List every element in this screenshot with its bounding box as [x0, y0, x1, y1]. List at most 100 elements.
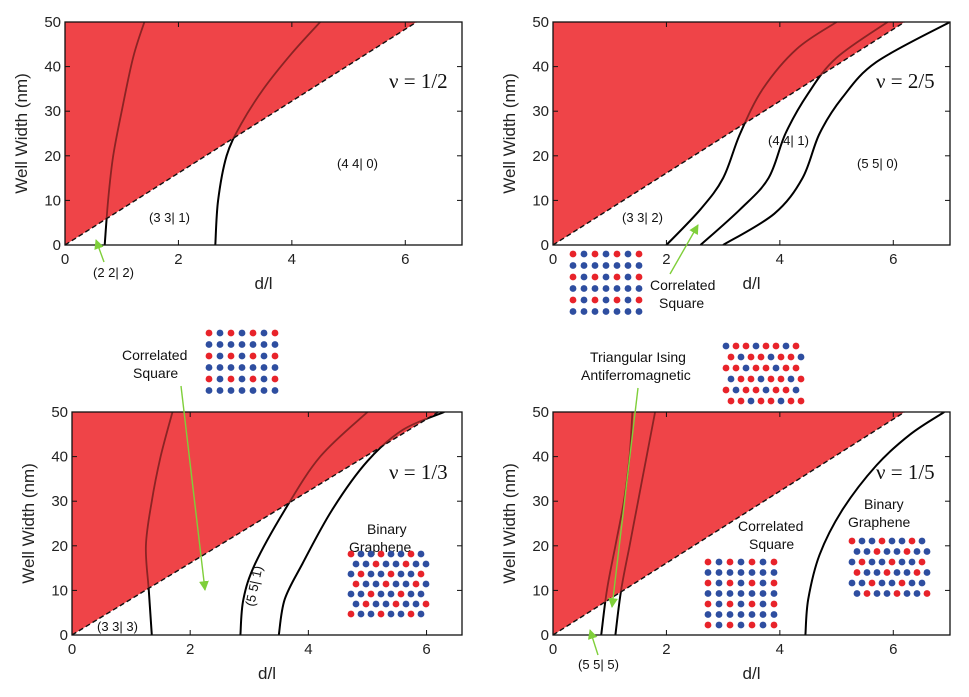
lattice-dot — [238, 364, 246, 371]
y-tick-label: 50 — [51, 404, 68, 421]
lattice-dot — [903, 569, 911, 576]
lattice-dot — [372, 600, 380, 608]
x-tick-label: 2 — [662, 641, 670, 658]
annotation-label: Correlated — [122, 347, 187, 363]
annotation-arrow — [608, 387, 639, 608]
lattice-dot — [412, 580, 420, 588]
lattice-dot — [715, 611, 723, 618]
lattice-dot — [878, 579, 886, 587]
lattice-dot — [752, 364, 760, 372]
y-tick-label: 50 — [532, 404, 549, 421]
lattice-dot — [726, 600, 734, 608]
lattice-dot — [923, 590, 931, 597]
lattice-dot — [271, 352, 279, 360]
lattice-dot — [422, 600, 430, 608]
lattice-dot — [271, 329, 279, 337]
y-axis-label: Well Width (nm) — [19, 463, 38, 584]
lattice-dot — [883, 590, 891, 597]
phase-diagram-nu-1-2: 0 2 4 6 0 10 20 30 40 50 d/l Well Width (nm) ν = 1/… — [12, 14, 463, 293]
phase-boundary-segment — [722, 22, 950, 245]
lattice-dot — [569, 250, 577, 258]
lattice-dot — [392, 560, 400, 568]
lattice-dot — [397, 550, 405, 558]
lattice-dot — [752, 386, 760, 394]
lattice-dot — [205, 375, 213, 383]
lattice-dot — [923, 569, 931, 576]
phase-diagram-nu-2-5: 0 2 4 6 0 10 20 30 40 50 d/l Well Width (nm) ν = 2/… — [500, 14, 951, 315]
lattice-dot — [737, 397, 745, 405]
lattice-dot — [362, 560, 370, 568]
lattice-dot — [742, 364, 750, 372]
lattice-dot — [591, 250, 599, 258]
lattice-dot — [759, 579, 767, 587]
lattice-dot — [227, 352, 235, 360]
lattice-dot — [782, 364, 790, 372]
lattice-dot — [422, 560, 430, 568]
lattice-dot — [635, 308, 643, 315]
lattice-dot — [759, 569, 767, 576]
lattice-dot — [216, 341, 224, 348]
lattice-dot — [853, 590, 861, 597]
lattice-dot — [367, 550, 375, 558]
panel-curves — [552, 411, 945, 636]
lattice-dot — [748, 590, 756, 597]
lattice-dot — [362, 600, 370, 608]
lattice-dot — [759, 600, 767, 608]
stability-boundary-line — [552, 21, 906, 246]
lattice-dot — [759, 558, 767, 566]
annotation-arrow — [180, 385, 209, 591]
lattice-dot — [777, 353, 785, 361]
lattice-dot — [770, 590, 778, 597]
lattice-dot — [863, 548, 871, 555]
lattice-dot — [357, 590, 365, 598]
y-tick-label: 10 — [532, 582, 549, 599]
nu-label: ν = 2/5 — [876, 69, 935, 93]
x-axis-label: d/l — [743, 274, 761, 293]
x-tick-label: 0 — [68, 641, 76, 658]
lattice-dot — [249, 387, 257, 394]
lattice-dot — [412, 600, 420, 608]
lattice-dot — [357, 570, 365, 578]
lattice-dot — [249, 364, 257, 371]
region-label: (4 4| 1) — [768, 133, 809, 148]
lattice-dot — [770, 621, 778, 629]
lattice-dot — [635, 285, 643, 292]
y-axis-label: Well Width (nm) — [500, 463, 519, 584]
lattice-dot — [397, 570, 405, 578]
region-pointer-arrow — [94, 239, 105, 263]
phase-diagram-nu-1-5: 0 2 4 6 0 10 20 30 40 50 d/l Well Width (nm) ν = 1/… — [500, 342, 951, 683]
lattice-dot — [858, 537, 866, 545]
panel-axes: 0 2 4 6 0 10 20 30 40 50 d/l Well Width (nm) — [19, 404, 463, 683]
lattice-dot — [613, 285, 621, 292]
x-tick-label: 0 — [61, 251, 69, 268]
lattice-dot — [737, 600, 745, 608]
y-tick-label: 0 — [541, 627, 549, 644]
lattice-dot — [868, 537, 876, 545]
lattice-dot — [903, 548, 911, 555]
lattice-dot — [249, 375, 257, 383]
lattice-dot — [624, 273, 632, 281]
lattice-dot — [770, 611, 778, 618]
lattice-dot — [624, 250, 632, 258]
lattice-dot — [918, 579, 926, 587]
lattice-dot — [704, 579, 712, 587]
lattice-dot — [913, 590, 921, 597]
lattice-dot — [878, 537, 886, 545]
y-tick-label: 40 — [532, 59, 549, 76]
region-label: (4 4| 0) — [337, 156, 378, 171]
lattice-dot — [726, 590, 734, 597]
lattice-dot — [742, 342, 750, 350]
lattice-dot — [635, 296, 643, 304]
lattice-dot — [613, 250, 621, 258]
lattice-dot — [227, 364, 235, 371]
lattice-dot — [715, 558, 723, 566]
lattice-dot — [770, 558, 778, 566]
annotation-label: Antiferromagnetic — [581, 367, 691, 383]
lattice-dot — [772, 364, 780, 372]
lattice-dot — [271, 364, 279, 371]
y-tick-label: 20 — [532, 148, 549, 165]
lattice-dot — [787, 353, 795, 361]
region-pointer-arrow — [588, 629, 599, 656]
lattice-dot — [898, 537, 906, 545]
lattice-dot — [732, 342, 740, 350]
